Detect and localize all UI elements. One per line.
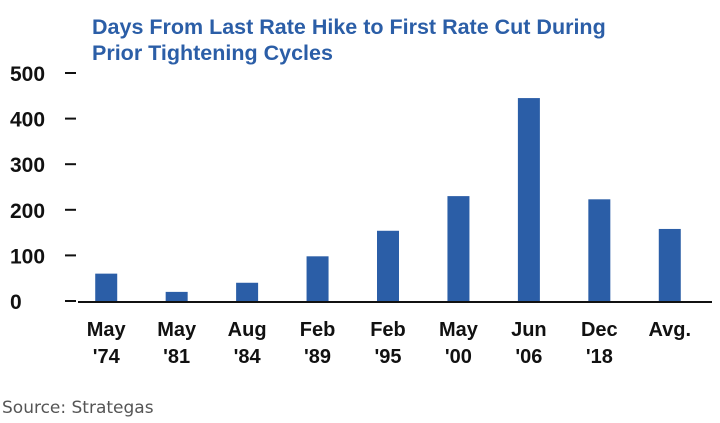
y-tick-label: 500 [10,63,45,86]
x-tick-label: '95 [374,346,401,368]
x-tick-label: '18 [586,346,613,368]
x-axis: May '74 May '81 Aug '84 Feb '89 Feb '95 May '00 Jun '… [78,301,712,368]
y-tick-label: 100 [10,245,45,268]
y-tick-label: 400 [10,109,45,132]
x-tick-label: May [157,319,197,341]
x-tick-label: May [87,319,127,341]
bar [306,256,329,301]
bar-chart: 0 100 200 300 400 500 May '74 May '81 Aug '84 Feb '8… [10,63,712,368]
y-tick-label: 300 [10,154,45,177]
x-tick-label: Feb [300,319,336,341]
x-tick-label: '00 [445,346,472,368]
x-tick-label: '84 [234,346,262,368]
y-tick-label: 0 [10,291,22,314]
y-axis: 0 100 200 300 400 500 [10,63,76,314]
x-tick-label: Dec [581,319,618,341]
x-tick-label: May [439,319,479,341]
bar [377,230,399,301]
x-tick-label: Avg. [648,319,691,341]
x-tick-label: '74 [93,346,121,368]
x-tick-label: '81 [163,346,190,368]
bar [236,282,259,301]
x-tick-label: Aug [228,319,267,341]
chart-title-line-2: Prior Tightening Cycles [92,41,333,65]
bar [588,199,611,301]
chart-title-line-1: Days From Last Rate Hike to First Rate C… [92,15,606,39]
source-note: Source: Strategas [2,398,154,418]
y-tick-label: 200 [10,200,45,223]
bar [95,273,118,301]
bar [517,98,540,301]
x-tick-label: '89 [304,346,331,368]
chart-title: Days From Last Rate Hike to First Rate C… [92,14,692,66]
x-tick-label: Jun [511,319,547,341]
bar [447,196,470,301]
x-tick-label: '06 [515,346,542,368]
bar [165,291,188,301]
bar [658,228,681,301]
bars [95,98,681,301]
x-tick-label: Feb [370,319,406,341]
